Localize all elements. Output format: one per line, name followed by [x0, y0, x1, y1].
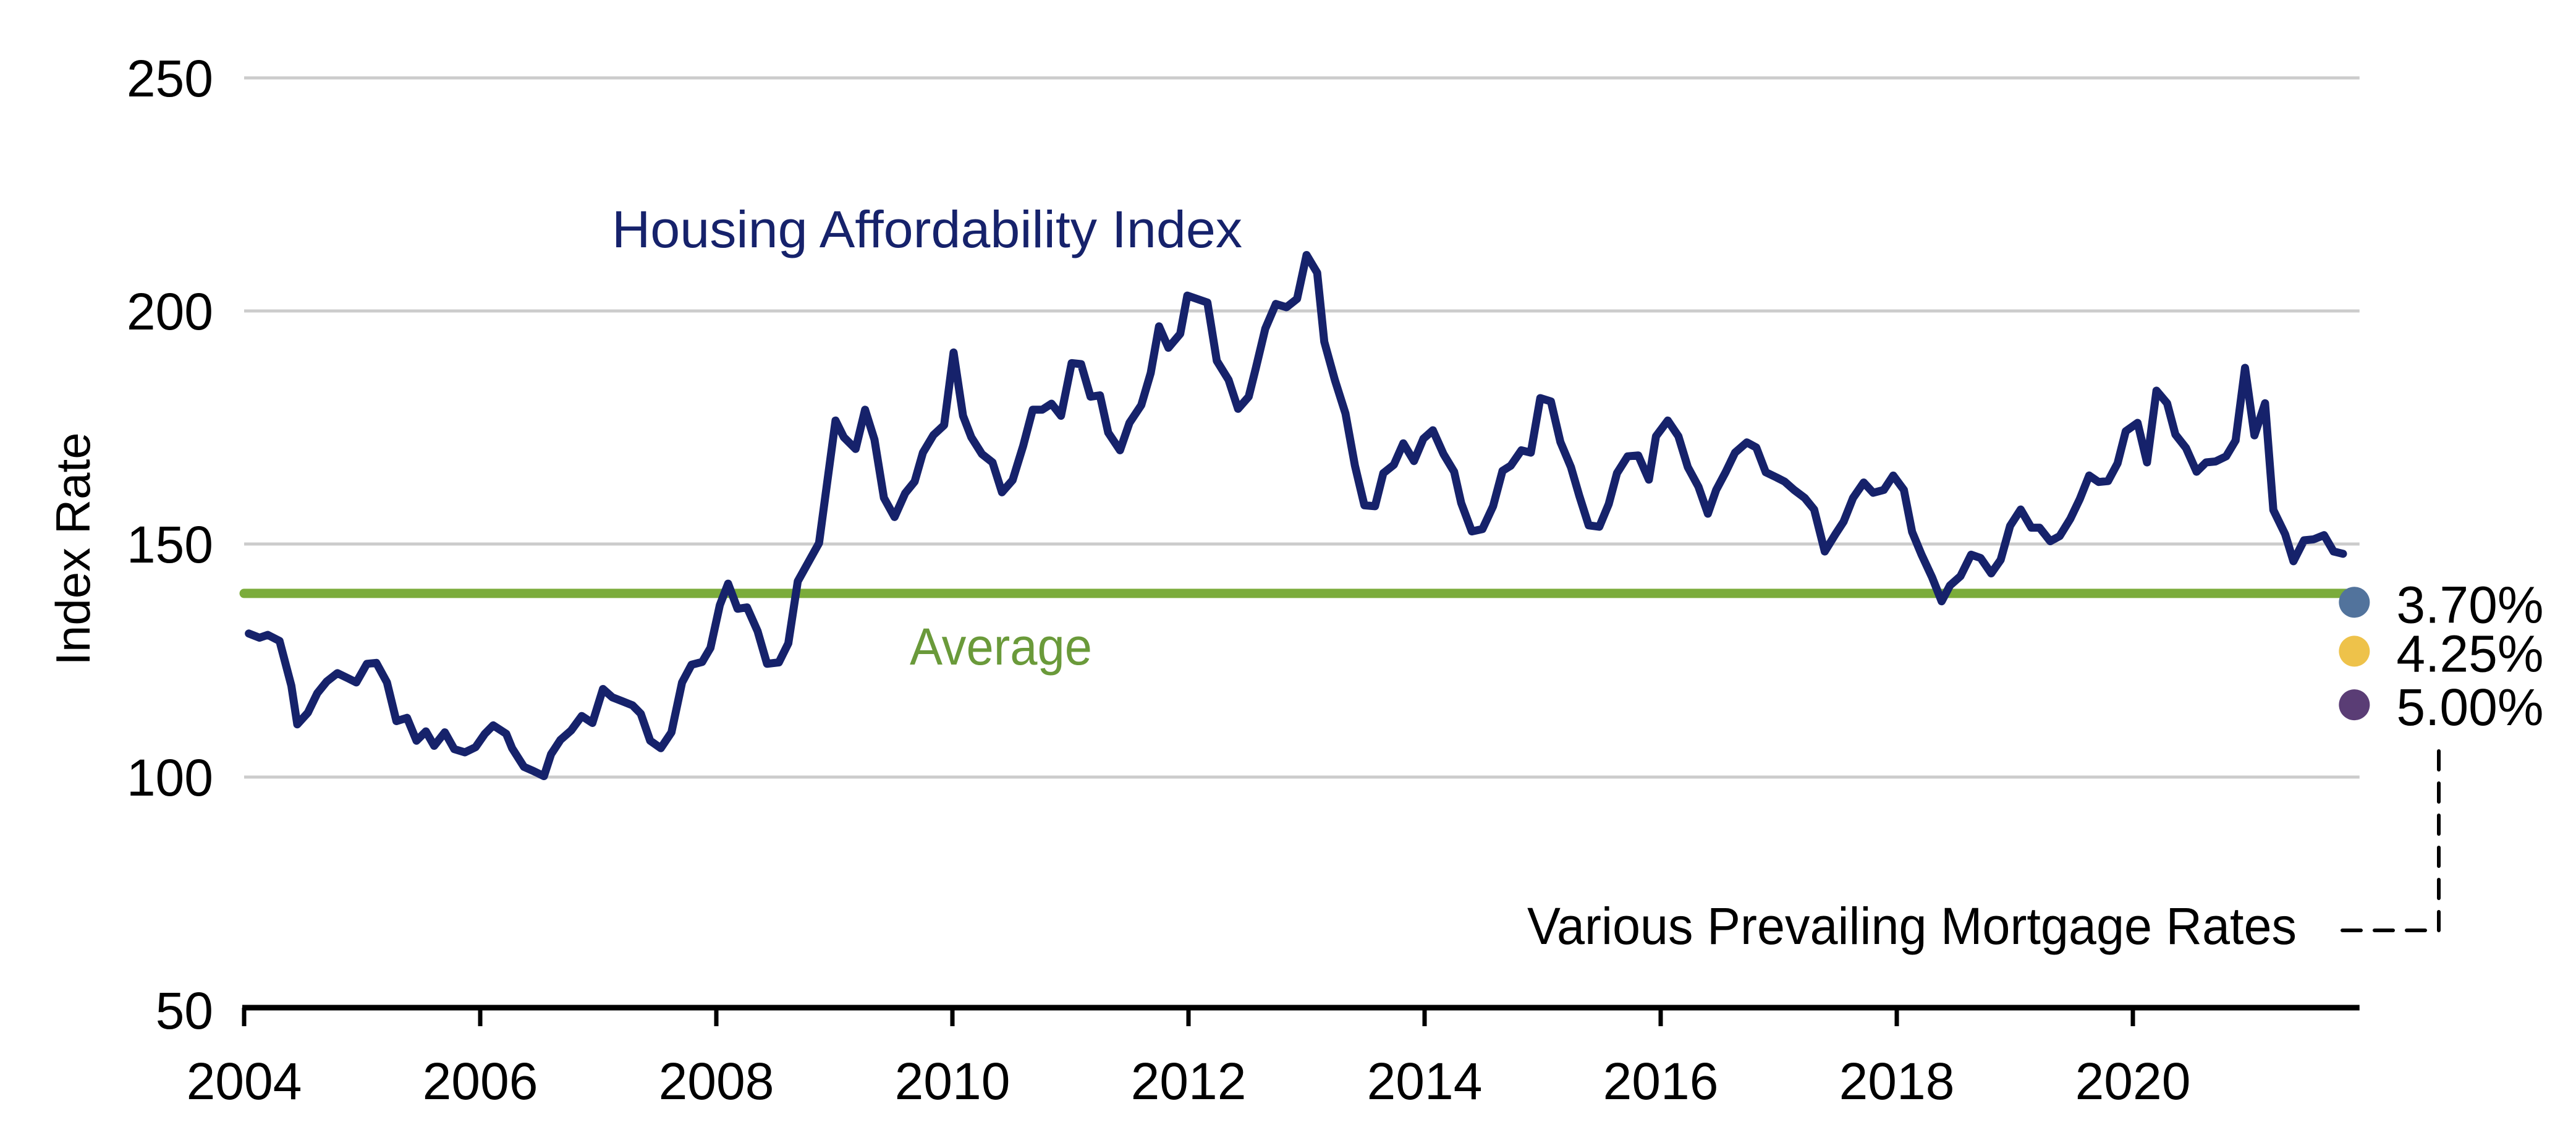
x-tick-label-2006: 2006 — [423, 1052, 538, 1110]
x-tick-label-2010: 2010 — [895, 1052, 1010, 1110]
rate-marker-label-0: 3.70% — [2396, 576, 2543, 634]
rate-marker-dot-0 — [2339, 587, 2370, 618]
rate-markers: 3.70%4.25%5.00% — [2339, 576, 2544, 736]
gridlines — [244, 76, 2360, 779]
x-tick-label-2018: 2018 — [1839, 1052, 1955, 1110]
x-tick-label-2004: 2004 — [187, 1052, 302, 1110]
x-axis — [242, 1005, 2360, 1026]
y-tick-label-100: 100 — [127, 749, 213, 807]
series-group — [245, 251, 2347, 780]
x-tick-label-2008: 2008 — [659, 1052, 774, 1110]
housing-affordability-index-line — [245, 251, 2347, 780]
series-label-hai: Housing Affordability Index — [612, 200, 1242, 258]
x-tick-labels: 2004 2006 2008 2010 2012 2014 2016 2018 2020 — [187, 1052, 2191, 1110]
y-tick-label-150: 150 — [127, 516, 213, 574]
series-label-average: Average — [910, 618, 1092, 676]
y-tick-labels: 50 100 150 200 250 — [127, 49, 213, 1040]
rate-marker-dot-1 — [2339, 636, 2370, 667]
x-tick-label-2016: 2016 — [1603, 1052, 1719, 1110]
rate-marker-label-2: 5.00% — [2396, 678, 2543, 736]
annotation-text: Various Prevailing Mortgage Rates — [1527, 897, 2297, 955]
y-tick-label-200: 200 — [127, 283, 213, 341]
x-tick-label-2014: 2014 — [1367, 1052, 1483, 1110]
rate-marker-dot-2 — [2339, 689, 2370, 721]
y-tick-label-250: 250 — [127, 49, 213, 108]
annotation-connector — [2341, 743, 2441, 932]
annotation-group: Various Prevailing Mortgage Rates — [1527, 743, 2441, 955]
y-axis-title: Index Rate — [46, 432, 100, 665]
rate-marker-label-1: 4.25% — [2396, 624, 2543, 682]
x-tick-label-2012: 2012 — [1131, 1052, 1247, 1110]
y-tick-label-50: 50 — [156, 982, 213, 1040]
x-tick-label-2020: 2020 — [2075, 1052, 2191, 1110]
